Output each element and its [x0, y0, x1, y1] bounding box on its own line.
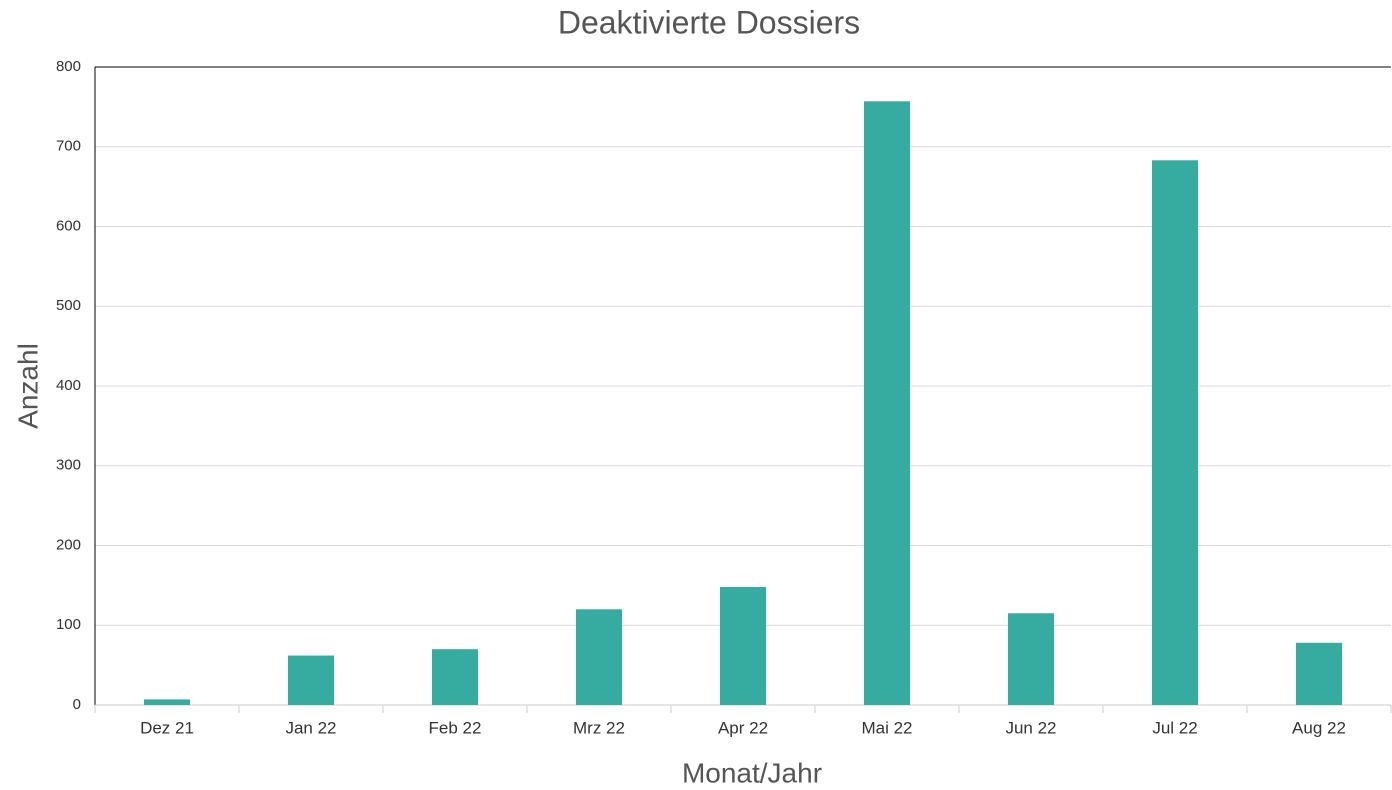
y-tick-label: 500	[56, 297, 81, 314]
y-tick-label: 400	[56, 377, 81, 394]
x-tick-label: Jul 22	[1152, 718, 1197, 737]
y-tick-label: 700	[56, 138, 81, 155]
y-tick-label: 600	[56, 217, 81, 234]
x-tick-label: Jan 22	[285, 718, 336, 737]
bar	[575, 609, 623, 705]
bar	[143, 699, 191, 705]
y-tick-label: 0	[73, 696, 81, 713]
x-tick-label: Mai 22	[861, 718, 912, 737]
y-axis-title: Anzahl	[12, 343, 43, 429]
bar	[1295, 642, 1343, 705]
x-tick-label: Dez 21	[140, 718, 194, 737]
y-tick-label: 300	[56, 457, 81, 474]
bar	[1007, 613, 1055, 705]
x-tick-label: Mrz 22	[573, 718, 625, 737]
bar	[863, 101, 911, 706]
x-tick-label: Jun 22	[1005, 718, 1056, 737]
x-tick-label: Apr 22	[718, 718, 768, 737]
bar	[431, 649, 479, 705]
x-tick-label: Aug 22	[1292, 718, 1346, 737]
bar	[287, 655, 335, 705]
x-axis-title: Monat/Jahr	[682, 757, 822, 788]
x-tick-label: Feb 22	[429, 718, 482, 737]
chart-title: Deaktivierte Dossiers	[558, 4, 860, 40]
y-tick-label: 200	[56, 536, 81, 553]
y-tick-label: 800	[56, 58, 81, 75]
bar	[719, 586, 767, 705]
bar	[1151, 160, 1199, 705]
y-tick-label: 100	[56, 616, 81, 633]
